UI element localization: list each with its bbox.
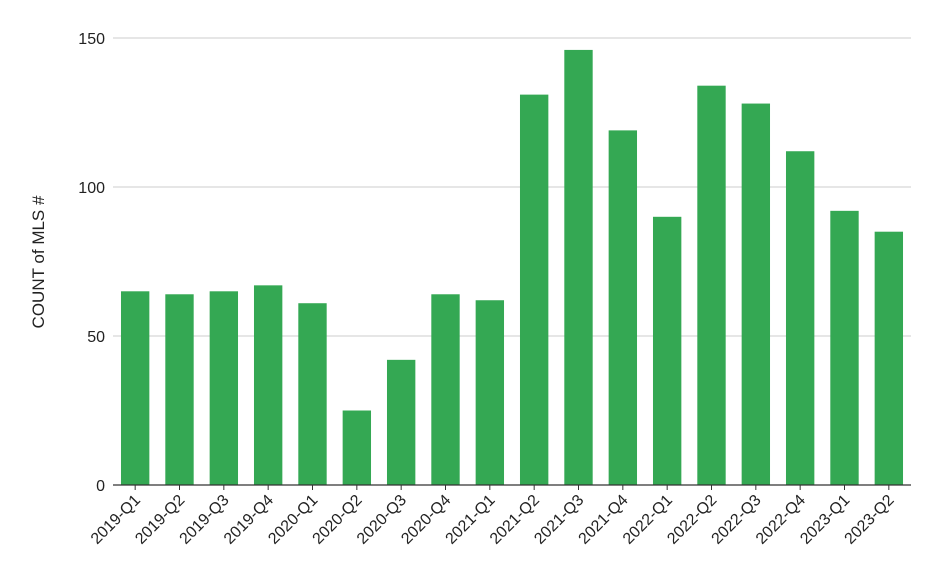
grid-layer bbox=[113, 37, 911, 337]
bar-2021-Q1 bbox=[475, 300, 505, 485]
bar-2021-Q3 bbox=[564, 49, 593, 486]
bar-2020-Q1 bbox=[298, 303, 327, 485]
bar-2019-Q4 bbox=[253, 285, 283, 485]
y-tick-label: 0 bbox=[96, 478, 105, 495]
y-axis-title: COUNT of MLS # bbox=[29, 195, 48, 328]
bars-layer bbox=[120, 49, 904, 486]
bar-2021-Q2 bbox=[519, 94, 549, 486]
bar-2020-Q4 bbox=[431, 294, 460, 485]
bar-2022-Q2 bbox=[697, 85, 726, 486]
bar-2022-Q4 bbox=[785, 151, 815, 486]
y-tick-label: 50 bbox=[87, 329, 105, 346]
y-tick-label: 150 bbox=[78, 31, 105, 48]
bar-2022-Q1 bbox=[652, 216, 682, 486]
y-tick-label: 100 bbox=[78, 180, 105, 197]
bar-2022-Q3 bbox=[741, 103, 771, 485]
bar-2020-Q3 bbox=[386, 359, 416, 485]
y-tick-labels: 0 50 100 150 bbox=[78, 31, 105, 495]
axis-layer bbox=[113, 484, 911, 490]
bar-2020-Q2 bbox=[342, 410, 372, 485]
bar-2019-Q1 bbox=[120, 291, 150, 485]
bar-2019-Q3 bbox=[209, 291, 239, 485]
bar-2023-Q2 bbox=[874, 231, 904, 485]
bar-2021-Q4 bbox=[608, 130, 638, 485]
x-tick-label: 2023-Q2 bbox=[842, 492, 898, 548]
x-tick-labels: 2019-Q12019-Q22019-Q32019-Q42020-Q12020-… bbox=[88, 492, 898, 548]
bar-2019-Q2 bbox=[165, 294, 194, 485]
bar-2023-Q1 bbox=[830, 210, 859, 485]
